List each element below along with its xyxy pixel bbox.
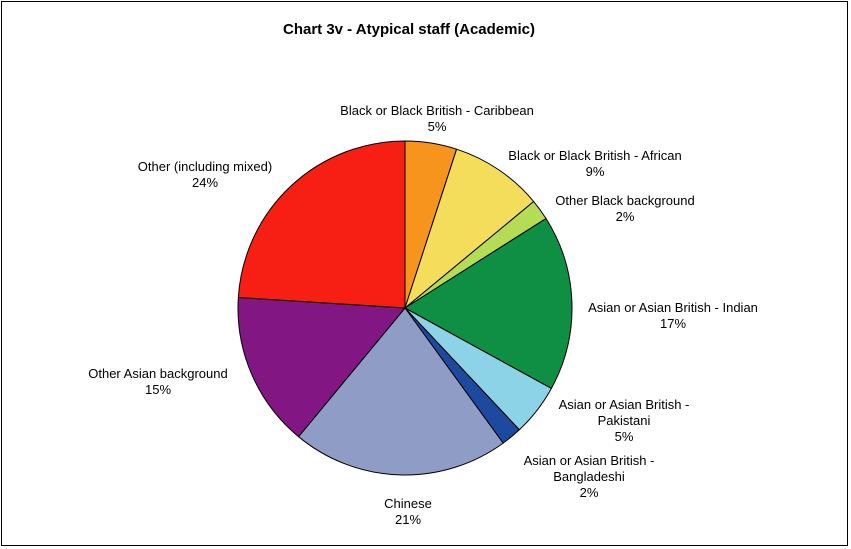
- pie-slice-6: [297, 307, 504, 476]
- slice-label-0: Black or Black British - Caribbean 5%: [340, 103, 534, 134]
- slice-label-6: Chinese 21%: [384, 496, 432, 527]
- slice-label-2: Other Black background 2%: [555, 193, 694, 224]
- slice-percent: 15%: [145, 382, 171, 397]
- pie-slice-8: [237, 140, 406, 309]
- slice-percent: 5%: [615, 429, 634, 444]
- slice-name: Other Asian background: [88, 366, 227, 381]
- pie-slice-7: [237, 296, 407, 438]
- slice-percent: 5%: [428, 119, 447, 134]
- slice-name: Bangladeshi: [553, 469, 625, 484]
- slice-label-1: Black or Black British - African 9%: [508, 148, 681, 179]
- pie-slices: [237, 140, 573, 476]
- slice-percent: 21%: [395, 512, 421, 527]
- slice-name: Pakistani: [598, 413, 651, 428]
- slice-name: Black or Black British - African: [508, 148, 681, 163]
- slice-label-7: Other Asian background 15%: [88, 366, 227, 397]
- slice-percent: 9%: [586, 164, 605, 179]
- slice-name: Other Black background: [555, 193, 694, 208]
- slice-label-5: Asian or Asian British -Bangladeshi 2%: [524, 453, 655, 500]
- chart-title: Chart 3v - Atypical staff (Academic): [283, 21, 535, 38]
- slice-labels: Black or Black British - Caribbean 5%Blac…: [88, 103, 758, 527]
- slice-label-4: Asian or Asian British -Pakistani 5%: [559, 397, 690, 444]
- slice-label-8: Other (including mixed) 24%: [138, 159, 272, 190]
- slice-label-3: Asian or Asian British - Indian 17%: [588, 300, 758, 331]
- slice-name: Black or Black British - Caribbean: [340, 103, 534, 118]
- slice-percent: 24%: [192, 175, 218, 190]
- slice-name: Other (including mixed): [138, 159, 272, 174]
- pie-slice-3: [404, 217, 573, 390]
- slice-name: Asian or Asian British - Indian: [588, 300, 758, 315]
- pie-slice-1: [403, 148, 535, 310]
- slice-name: Chinese: [384, 496, 432, 511]
- slice-percent: 2%: [580, 485, 599, 500]
- slice-name: Asian or Asian British -: [524, 453, 655, 468]
- slice-percent: 2%: [616, 209, 635, 224]
- slice-percent: 17%: [660, 316, 686, 331]
- slice-name: Asian or Asian British -: [559, 397, 690, 412]
